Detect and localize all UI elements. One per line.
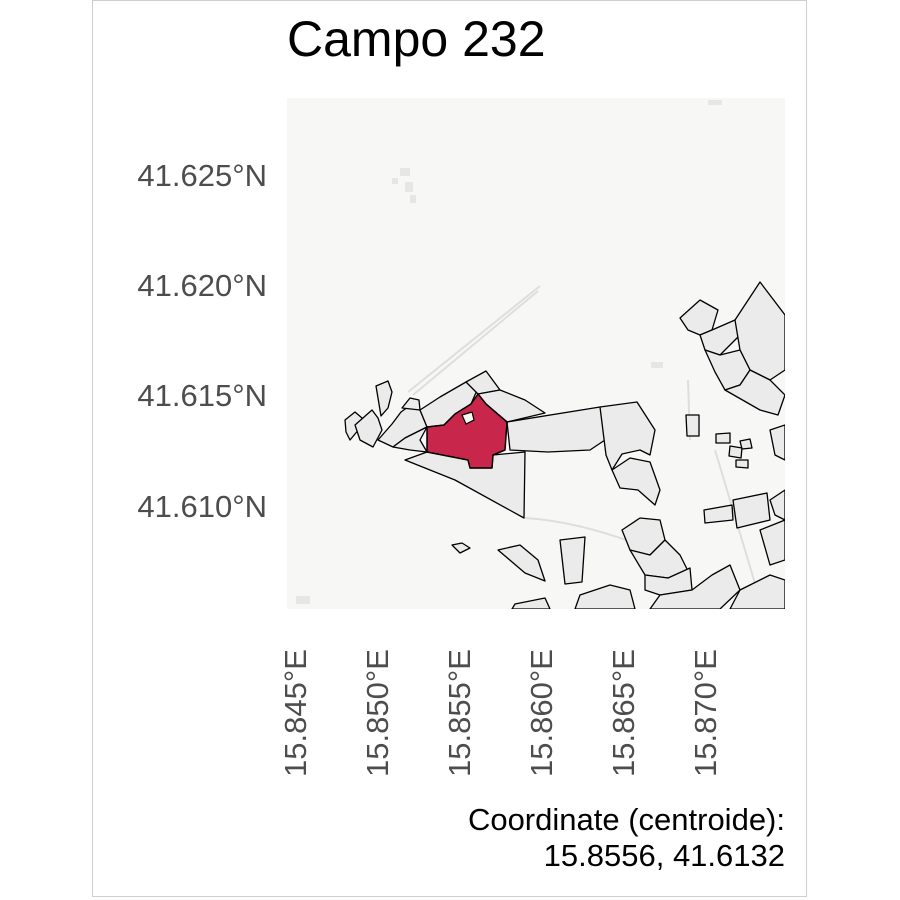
centroid-caption-label: Coordinate (centroide):: [467, 802, 785, 837]
field-parcel: [769, 489, 785, 521]
field-parcel: [559, 536, 586, 585]
y-tick-label: 41.620°N: [137, 268, 267, 303]
field-parcel: [375, 380, 393, 417]
field-parcel: [611, 457, 661, 506]
field-parcel: [649, 564, 741, 609]
field-parcel: [451, 542, 471, 554]
field-parcel: [574, 584, 636, 609]
basemap-road: [412, 290, 539, 396]
field-parcel: [497, 544, 546, 582]
y-tick-label: 41.615°N: [137, 378, 267, 413]
field-parcel: [732, 492, 771, 529]
field-parcel: [729, 574, 785, 609]
field-parcel: [685, 414, 700, 437]
field-parcel: [511, 597, 551, 609]
field-parcel: [724, 369, 785, 416]
x-tick-label: 15.855°E: [442, 649, 477, 777]
y-tick-label: 41.610°N: [137, 489, 267, 524]
basemap-road: [407, 285, 541, 393]
x-tick-label: 15.845°E: [278, 649, 313, 777]
field-parcel: [769, 424, 785, 461]
field-parcels: [344, 281, 785, 609]
map-canvas[interactable]: [287, 98, 785, 609]
x-tick-label: 15.850°E: [360, 649, 395, 777]
field-parcel: [404, 451, 526, 519]
field-parcel: [715, 432, 731, 444]
field-parcel: [739, 438, 753, 450]
highlighted-field[interactable]: [426, 393, 508, 469]
basemap-specks: [296, 100, 722, 604]
y-tick-label: 41.625°N: [137, 158, 267, 193]
x-tick-label: 15.870°E: [688, 649, 723, 777]
field-parcel: [703, 504, 734, 524]
x-tick-label: 15.865°E: [606, 649, 641, 777]
map-title: Campo 232: [287, 11, 546, 67]
field-parcel: [728, 445, 743, 459]
field-parcel: [759, 519, 785, 566]
map-panel[interactable]: [287, 98, 785, 609]
x-tick-label: 15.860°E: [524, 649, 559, 777]
field-parcel: [401, 397, 421, 411]
field-parcel: [599, 401, 656, 471]
centroid-caption-value: 15.8556, 41.6132: [543, 838, 785, 873]
highlighted-field-hole: [461, 411, 475, 425]
field-parcel: [392, 426, 428, 453]
field-parcel: [354, 409, 383, 448]
field-parcel: [735, 459, 749, 469]
centroid-caption: Coordinate (centroide): 15.8556, 41.6132: [468, 802, 785, 874]
